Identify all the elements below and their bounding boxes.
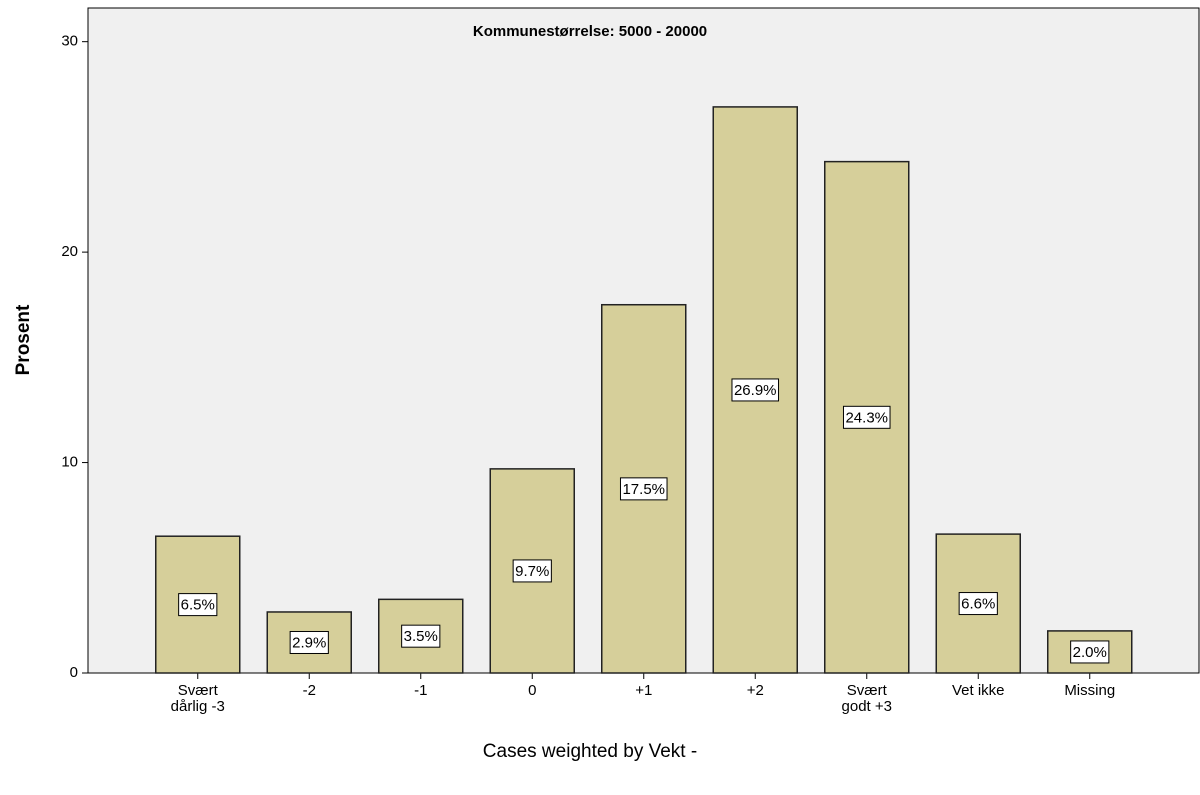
value-label: 6.5% [181,597,215,614]
value-label-box [731,378,780,402]
x-tick-label: Vet ikke [951,682,1005,699]
y-tick-label: 20 [61,243,78,260]
x-tick-label: Svært dårlig -3 [170,682,225,715]
x-tick-label: +2 [746,682,764,699]
value-label-box [512,559,552,583]
bar [266,611,352,674]
y-tick-label: 0 [70,664,78,681]
value-label-box [619,477,668,501]
value-label-box [289,630,329,654]
footnote: Cases weighted by Vekt - [483,741,697,762]
value-label-box [958,592,998,616]
value-label-box [178,593,218,617]
value-label-box [401,624,441,648]
value-label: 24.3% [845,409,888,426]
value-label: 26.9% [734,382,777,399]
value-label: 2.9% [292,634,326,651]
value-label: 9.7% [515,563,549,580]
x-tick-label: Missing [1064,682,1116,699]
bar [601,303,687,674]
y-axis-label: Prosent [13,304,34,375]
value-label: 17.5% [622,481,665,498]
value-label-box [842,405,891,429]
y-tick-label: 10 [61,454,78,471]
value-label-box [1070,640,1110,664]
chart-title: Kommunestørrelse: 5000 - 20000 [473,23,707,40]
y-tick-label: 30 [61,33,78,50]
x-tick-label: 0 [528,682,537,699]
value-label: 3.5% [404,628,438,645]
value-label: 6.6% [961,596,995,613]
x-tick-label: +1 [635,682,653,699]
x-tick-label: -1 [414,682,428,699]
x-tick-label: Svært godt +3 [841,682,892,715]
value-label: 2.0% [1073,644,1107,661]
x-tick-label: -2 [302,682,316,699]
